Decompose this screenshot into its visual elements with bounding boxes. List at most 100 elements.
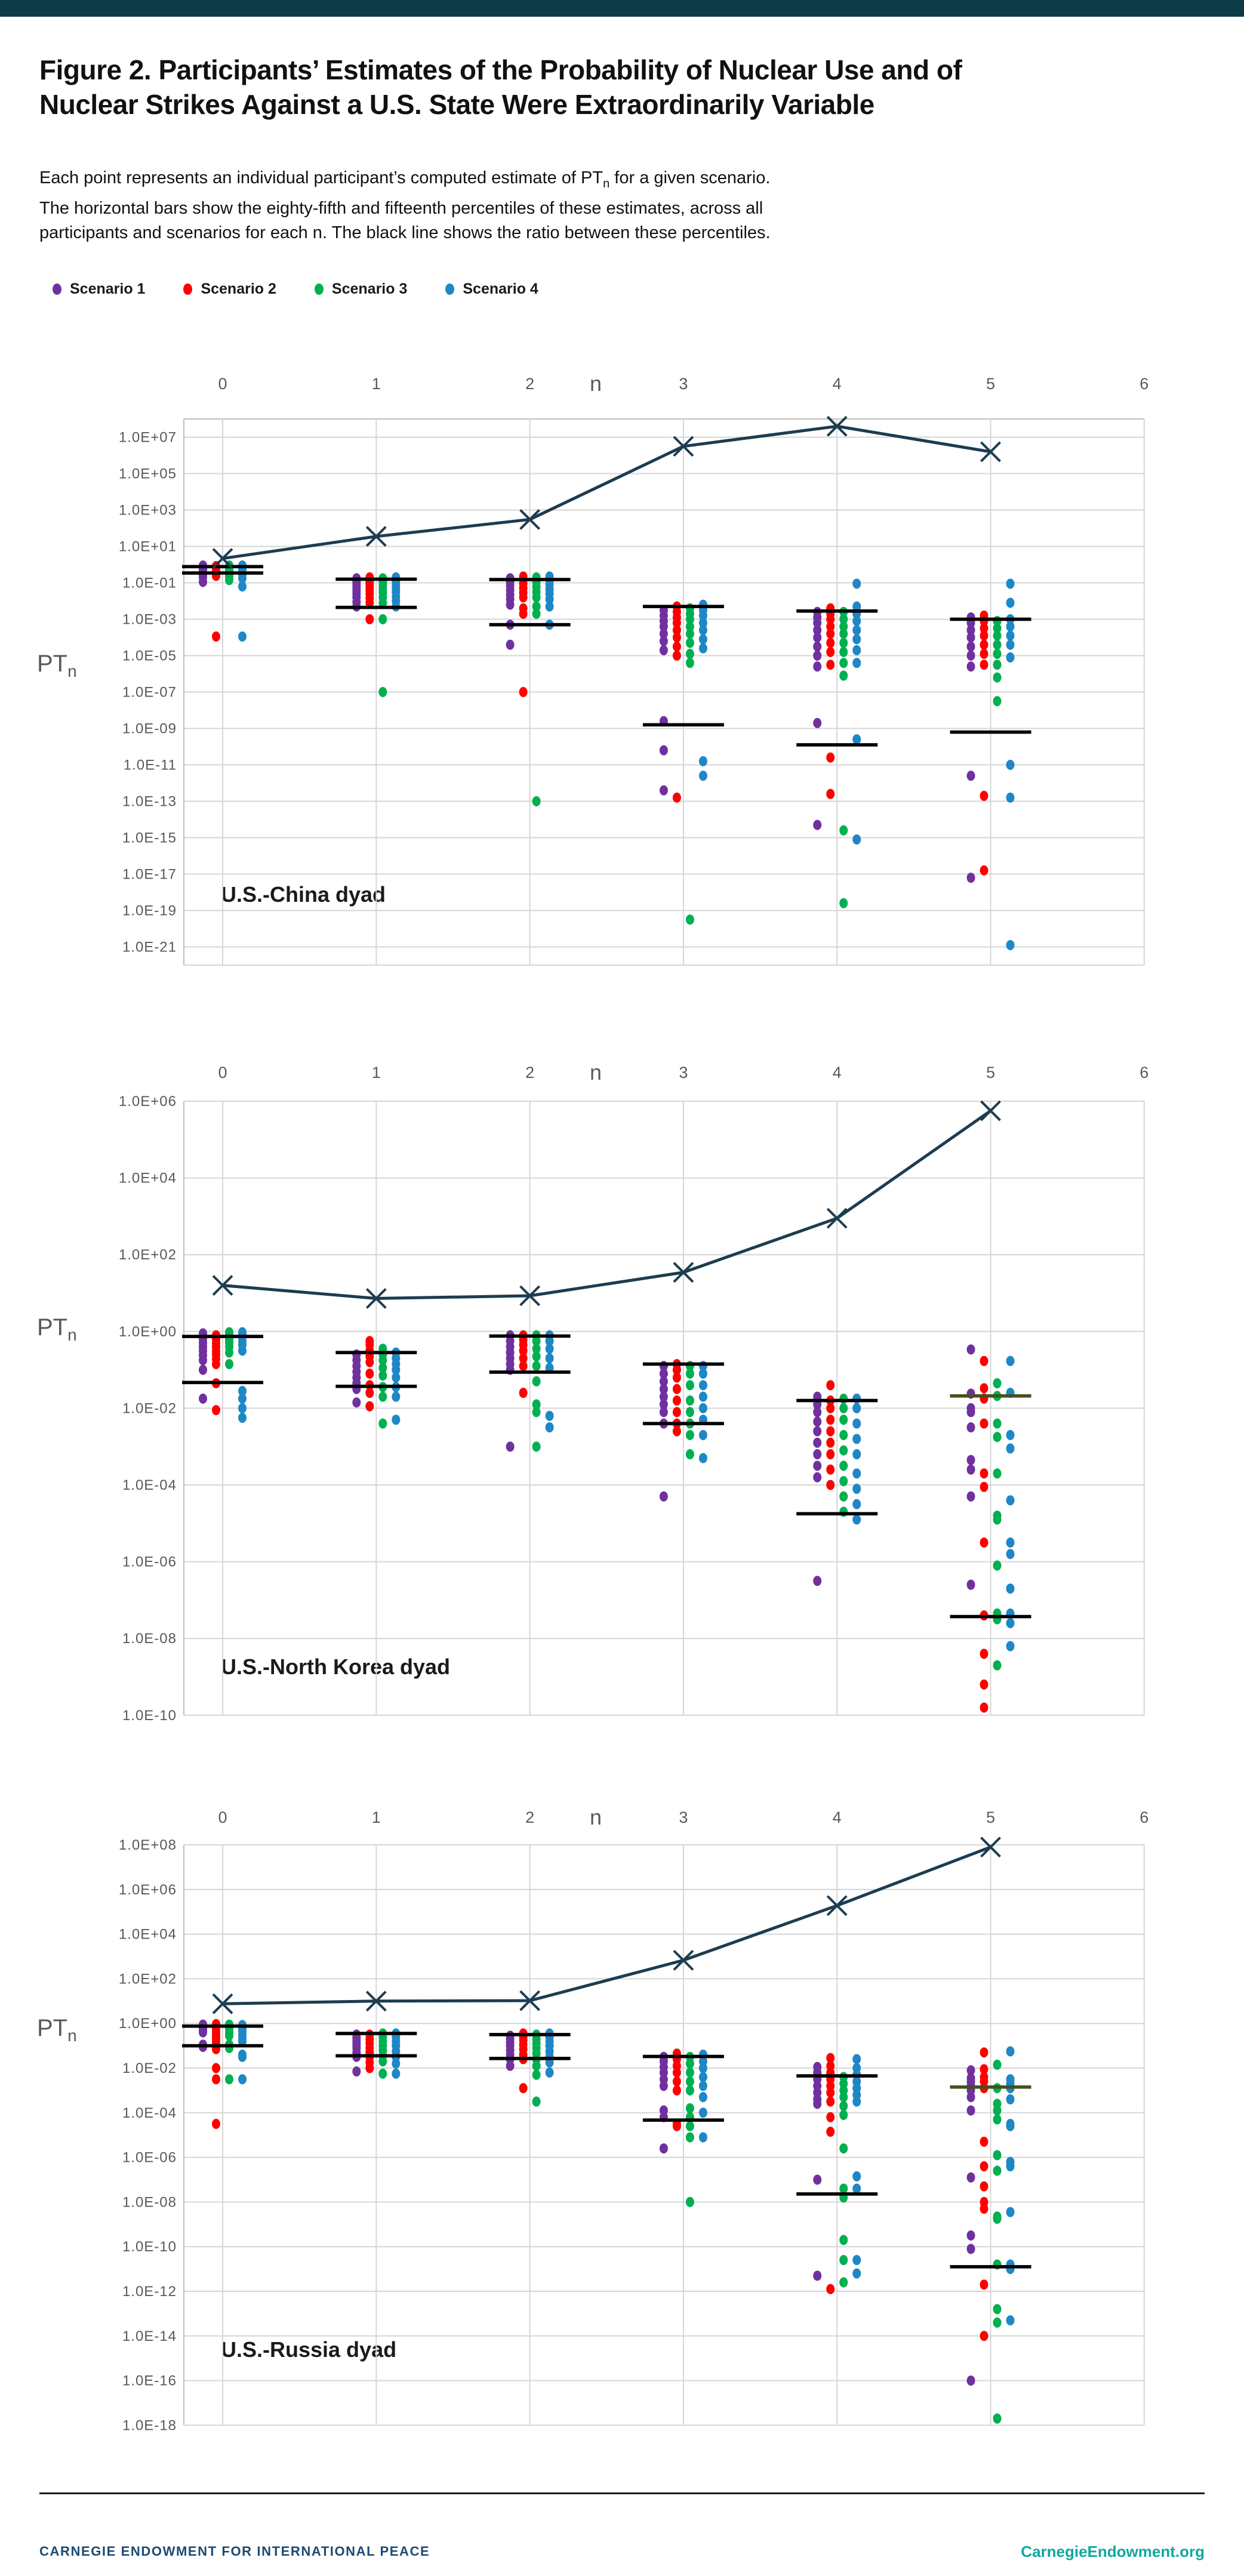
- data-point: [839, 658, 848, 668]
- x-tick-label: 1: [372, 375, 381, 393]
- chart-us-north-korea: 1.0E+06 1.0E+04 1.0E+02 1.0E+00 1.0E-02 1.0E-…: [119, 1064, 1148, 1724]
- footer-rule: [39, 2492, 1205, 2494]
- data-point: [212, 2074, 220, 2085]
- data-point: [813, 2174, 822, 2185]
- data-point: [993, 2165, 1002, 2176]
- data-point: [852, 1483, 861, 1494]
- data-point: [545, 1344, 554, 1354]
- ratio-line: [222, 424, 991, 560]
- x-tick-label: 5: [986, 1064, 995, 1081]
- data-point: [980, 1418, 989, 1429]
- data-point: [532, 1399, 541, 1410]
- data-point: [1006, 2046, 1015, 2057]
- data-point: [1006, 1495, 1015, 1506]
- data-point: [839, 637, 848, 648]
- ratio-x-marker: [365, 1288, 387, 1309]
- data-point: [659, 1369, 668, 1379]
- data-point: [993, 1418, 1002, 1429]
- data-point: [966, 873, 975, 883]
- data-point: [672, 625, 681, 636]
- data-point: [506, 2060, 515, 2071]
- legend-item-scenario-3: Scenario 3: [314, 281, 407, 298]
- data-point: [685, 637, 694, 648]
- data-point: [826, 1480, 835, 1490]
- data-point: [1006, 2207, 1015, 2217]
- y-tick-label: 1.0E-05: [122, 648, 177, 664]
- data-point: [698, 756, 707, 766]
- ratio-line: [222, 1845, 991, 2005]
- ratio-x-marker: [980, 1837, 1001, 1858]
- data-point: [839, 628, 848, 639]
- data-point: [672, 641, 681, 652]
- data-point: [813, 819, 822, 830]
- data-point: [392, 2059, 401, 2069]
- data-point: [685, 1369, 694, 1379]
- legend: Scenario 1 Scenario 2 Scenario 3 Scenario 4: [53, 281, 538, 298]
- y-tick-label: 1.0E-03: [122, 612, 177, 628]
- data-point: [826, 646, 835, 657]
- data-point: [1006, 1537, 1015, 1548]
- y-tick-label: 1.0E-06: [122, 1554, 177, 1570]
- data-point: [532, 1441, 541, 1452]
- x-tick-label: 1: [372, 1064, 381, 1081]
- data-point: [1006, 2121, 1015, 2131]
- data-point: [813, 1426, 822, 1437]
- data-point: [1006, 630, 1015, 641]
- ratio-x-marker: [826, 415, 848, 437]
- data-point: [839, 1476, 848, 1487]
- data-point: [993, 1432, 1002, 1443]
- data-point: [685, 2132, 694, 2143]
- data-point: [852, 645, 861, 655]
- data-point: [839, 1445, 848, 1456]
- data-point: [839, 2110, 848, 2121]
- y-tick-label: 1.0E-02: [122, 2060, 177, 2076]
- y-tick-label: 1.0E-06: [122, 2150, 177, 2166]
- percentile-bar-85th: [796, 1398, 878, 1403]
- data-point: [852, 834, 861, 845]
- footer-website-link[interactable]: CarnegieEndowment.org: [1021, 2543, 1205, 2560]
- data-point: [685, 2103, 694, 2113]
- data-point: [852, 1499, 861, 1509]
- percentile-bar-15th: [335, 2054, 417, 2058]
- data-point: [852, 625, 861, 636]
- percentile-bar-85th: [950, 1394, 1031, 1398]
- x-tick-label: 0: [218, 1808, 227, 1826]
- y-tick-label: 1.0E-19: [122, 903, 177, 919]
- data-point: [532, 2069, 541, 2080]
- ratio-x-marker: [980, 441, 1001, 463]
- data-point: [199, 1393, 207, 1404]
- data-point: [839, 614, 848, 624]
- data-point: [238, 631, 247, 642]
- data-point: [685, 2076, 694, 2087]
- data-point: [839, 1460, 848, 1471]
- data-point: [852, 578, 861, 589]
- data-point: [659, 621, 668, 632]
- data-point: [545, 2067, 554, 2078]
- data-point: [365, 1401, 374, 1412]
- data-point: [966, 1422, 975, 1433]
- data-point: [852, 601, 861, 612]
- data-point: [826, 2112, 835, 2122]
- legend-dot-scenario-3: [314, 284, 324, 295]
- data-point: [852, 2268, 861, 2279]
- percentile-bar-85th: [335, 1351, 417, 1354]
- data-point: [212, 1358, 220, 1369]
- data-point: [685, 658, 694, 668]
- data-point: [852, 2054, 861, 2065]
- figure-description: Each point represents an individual part…: [39, 166, 1174, 245]
- data-point: [993, 1660, 1002, 1671]
- data-point: [685, 2196, 694, 2207]
- data-point: [685, 1395, 694, 1406]
- x-tick-label: 4: [833, 1808, 842, 1826]
- data-point: [659, 636, 668, 646]
- data-point: [826, 1403, 835, 1413]
- data-point: [826, 628, 835, 639]
- data-point: [980, 1468, 989, 1479]
- data-point: [378, 614, 387, 624]
- data-point: [698, 2081, 707, 2091]
- data-point: [993, 639, 1002, 650]
- data-point: [698, 2072, 707, 2082]
- data-point: [519, 592, 528, 603]
- data-point: [852, 616, 861, 627]
- data-point: [519, 2083, 528, 2094]
